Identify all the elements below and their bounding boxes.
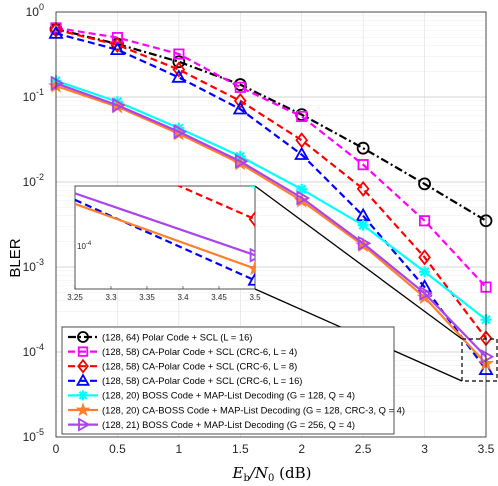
legend-entry: (128, 58) CA-Polar Code + SCL (CRC-6, L … xyxy=(68,373,302,386)
x-tick-label: 1.5 xyxy=(232,442,249,456)
data-point xyxy=(111,36,124,53)
legend-label: (128, 20) BOSS Code + MAP-List Decoding … xyxy=(102,390,355,401)
series-line xyxy=(55,28,487,339)
legend-box xyxy=(61,326,395,435)
data-point xyxy=(109,41,126,56)
data-point xyxy=(112,97,126,113)
data-point xyxy=(234,81,246,93)
series-7 xyxy=(50,75,495,365)
legend-swatch-marker xyxy=(75,402,91,417)
data-point xyxy=(356,180,370,197)
x-tick-labels: 0 0.5 1 1.5 2 2.5 3 3.5 xyxy=(53,442,495,456)
legend-label: (128, 58) CA-Polar Code + SCL (CRC-6, L … xyxy=(102,375,302,386)
inset-data-point xyxy=(247,272,255,286)
series-line xyxy=(55,27,487,222)
legend: (128, 64) Polar Code + SCL (L = 16) (128,… xyxy=(61,326,405,435)
data-point xyxy=(173,48,185,60)
data-point xyxy=(418,249,431,266)
y-axis-label: BLER xyxy=(7,238,24,277)
legend-entry: (128, 20) CA-BOSS Code + MAP-List Decodi… xyxy=(68,402,405,417)
series-line xyxy=(55,79,487,321)
zoom-connector-line xyxy=(254,185,463,340)
x-tick-label: 2 xyxy=(298,442,305,456)
data-point xyxy=(233,92,247,109)
data-point xyxy=(357,159,369,171)
series-line xyxy=(55,32,487,371)
data-point xyxy=(418,215,431,227)
legend-swatch-marker xyxy=(77,358,89,374)
series-line xyxy=(55,84,487,365)
data-point xyxy=(294,146,310,160)
data-point xyxy=(234,153,249,169)
data-point xyxy=(296,183,308,195)
inset-frame xyxy=(74,185,256,290)
inset-series-line xyxy=(75,192,255,257)
y-tick-labels: 100 10-1 10-2 10-3 10-4 10-5 xyxy=(23,2,44,444)
x-tick-label: 2.5 xyxy=(355,442,372,456)
inset-data-point xyxy=(248,211,255,228)
legend-swatch-marker xyxy=(78,417,91,432)
y-tick-label: 100 xyxy=(26,2,44,19)
x-tick-label: 3 xyxy=(421,442,428,456)
legend-entry: (128, 21) BOSS Code + MAP-List Decoding … xyxy=(68,417,355,432)
legend-swatch-marker xyxy=(75,373,91,386)
inset-series xyxy=(75,186,255,286)
series-line xyxy=(55,26,487,288)
y-tick-label: 10-3 xyxy=(23,257,44,274)
data-point xyxy=(172,55,186,69)
y-tick-label: 10-2 xyxy=(23,172,44,189)
x-tick-label: 0 xyxy=(53,442,60,456)
legend-entry: (128, 58) CA-Polar Code + SCL (CRC-6, L … xyxy=(68,358,297,374)
x-axis-label: Eb/N0 (dB) xyxy=(231,464,311,484)
legend-label: (128, 64) Polar Code + SCL (L = 16) xyxy=(102,331,252,342)
inset-data-point xyxy=(249,247,255,263)
legend-swatch-marker xyxy=(77,331,89,343)
data-point xyxy=(296,190,310,206)
legend-swatch-marker xyxy=(78,390,88,401)
data-point xyxy=(172,61,186,78)
legend-label: (128, 58) CA-Polar Code + SCL (CRC-6, L … xyxy=(102,361,297,372)
y-tick-label: 10-5 xyxy=(23,427,44,444)
legend-entry: (128, 58) CA-Polar Code + SCL (CRC-6, L … xyxy=(68,346,297,357)
inset-x-tick-label: 3.4 xyxy=(177,293,189,302)
inset-data-point xyxy=(247,260,255,276)
data-point xyxy=(480,349,495,365)
inset-x-tick-label: 3.5 xyxy=(249,293,261,302)
legend-entry: (128, 20) BOSS Code + MAP-List Decoding … xyxy=(68,390,355,401)
data-point xyxy=(171,69,187,83)
x-tick-label: 3.5 xyxy=(478,442,495,456)
data-point xyxy=(357,219,369,231)
y-tick-label: 10-4 xyxy=(23,342,44,359)
series-line xyxy=(55,82,487,358)
data-point xyxy=(50,75,65,91)
plot-frame xyxy=(55,11,487,438)
data-point xyxy=(418,177,431,191)
inset-x-tick-label: 3.3 xyxy=(105,293,117,302)
legend-entry: (128, 64) Polar Code + SCL (L = 16) xyxy=(68,331,252,343)
y-tick-label: 10-1 xyxy=(23,87,44,104)
data-point xyxy=(296,110,308,123)
zoom-box xyxy=(461,338,498,382)
zoom-inset: 3.25 3.3 3.35 3.4 3.45 3.5 10-4 xyxy=(67,185,261,302)
data-point xyxy=(357,235,372,251)
inset-x-tick-label: 3.25 xyxy=(67,293,83,302)
data-point xyxy=(356,141,370,155)
data-point xyxy=(173,124,188,140)
legend-label: (128, 20) CA-BOSS Code + MAP-List Decodi… xyxy=(102,404,405,415)
data-point xyxy=(232,100,248,115)
inset-x-tick-label: 3.35 xyxy=(139,293,155,302)
legend-label: (128, 58) CA-Polar Code + SCL (CRC-6, L … xyxy=(102,346,297,357)
legend-swatch-marker xyxy=(77,346,89,357)
inset-series-line xyxy=(75,202,255,270)
legend-label: (128, 21) BOSS Code + MAP-List Decoding … xyxy=(102,419,355,430)
inset-x-tick-label: 3.45 xyxy=(211,293,227,302)
x-tick-label: 0.5 xyxy=(109,442,126,456)
x-tick-label: 1 xyxy=(176,442,183,456)
data-point xyxy=(419,266,431,278)
inset-y-tick-label: 10-4 xyxy=(77,241,92,251)
data-point xyxy=(419,285,433,301)
